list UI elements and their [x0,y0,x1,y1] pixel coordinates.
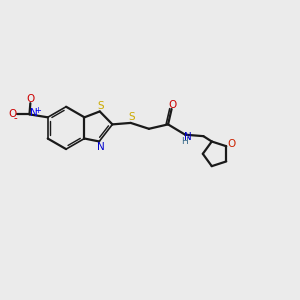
Text: N: N [30,108,38,118]
Text: -: - [14,113,17,123]
Text: S: S [97,101,104,111]
Text: S: S [128,112,135,122]
Text: +: + [34,106,41,115]
Text: O: O [26,94,34,104]
Text: N: N [97,142,104,152]
Text: N: N [184,132,191,142]
Text: H: H [181,137,188,146]
Text: O: O [169,100,177,110]
Text: O: O [8,110,16,119]
Text: O: O [228,140,236,149]
